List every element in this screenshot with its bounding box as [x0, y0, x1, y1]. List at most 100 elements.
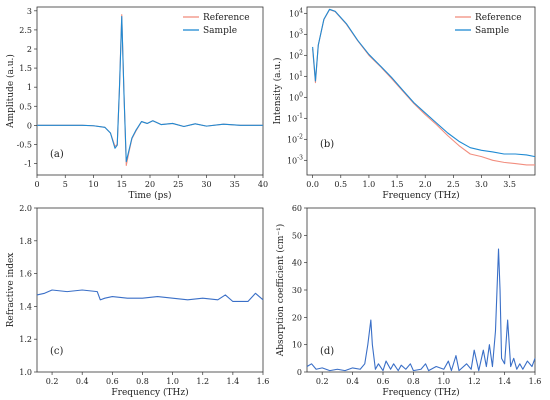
y-tick-label: 10-1: [287, 112, 303, 123]
x-tick-label: 2.0: [419, 180, 432, 189]
y-tick-label: 103: [289, 28, 303, 39]
y-tick-label: 102: [289, 49, 303, 60]
x-tick-label: 1.0: [363, 180, 376, 189]
y-tick-exp: 4: [299, 7, 303, 14]
y-tick-label: 30: [292, 286, 302, 295]
series-line-sample: [312, 8, 536, 158]
panel-d: 0.2 0.4 0.6 0.8 1.0 1.2 1.4 1.6 0 10 20 30 40 50 60 Fre…: [275, 204, 541, 398]
y-tick-label: 3: [27, 7, 32, 16]
panel-b: 0.0 0.5 1.0 1.5 2.0 2.5 3.0 3.510-310-210-11001…: [272, 6, 536, 201]
y-tick-base: 10: [289, 51, 299, 60]
series-line-0: [36, 289, 264, 303]
y-tick-exp: 2: [299, 49, 303, 56]
y-tick-base: 10: [289, 9, 299, 18]
y-tick-label: 1.8: [19, 237, 32, 246]
x-tick-label: 10: [88, 180, 98, 189]
y-tick-label: 2.5: [19, 26, 32, 35]
x-tick-label: 1.6: [529, 377, 542, 386]
y-tick-label: 1.2: [19, 335, 32, 344]
plot-frame: [306, 6, 536, 176]
y-tick-label: 10-2: [287, 133, 303, 144]
y-tick-label: 0: [27, 121, 32, 130]
x-axis-label: Time (ps): [128, 190, 171, 201]
panel-label: (a): [50, 149, 64, 160]
series-line-0: [306, 248, 536, 372]
legend-entry: Reference: [475, 13, 522, 23]
x-axis-label: Frequency (THz): [382, 387, 459, 398]
x-tick-label: 0.8: [136, 377, 149, 386]
x-tick-label: 0.6: [106, 377, 119, 386]
x-tick-label: 0.2: [316, 377, 329, 386]
legend-entry: Sample: [203, 26, 237, 36]
y-tick-label: -1: [24, 160, 32, 169]
y-tick-label: 100: [289, 91, 303, 102]
series-line-sample: [37, 15, 263, 163]
plot-frame: [36, 207, 264, 373]
x-tick-label: 1.6: [257, 377, 270, 386]
y-tick-label: 10: [292, 341, 302, 350]
y-tick-label: 1.0: [19, 368, 32, 377]
y-tick-label: 10-3: [287, 154, 303, 165]
y-tick-exp: -1: [297, 112, 303, 119]
panel-c: 0.2 0.4 0.6 0.8 1.0 1.2 1.4 1.6 1.0 1.2 1.4 1.6 1.8 2…: [6, 204, 269, 398]
y-tick-label: 1.6: [19, 270, 32, 279]
y-tick-exp: 3: [299, 28, 303, 35]
x-tick-label: 20: [145, 180, 155, 189]
y-axis-label: Absorption coefficient (cm⁻¹): [275, 224, 286, 357]
legend-entry: Sample: [475, 26, 509, 36]
x-tick-label: 35: [230, 180, 240, 189]
y-tick-exp: 1: [299, 70, 303, 77]
x-tick-label: 5: [63, 180, 68, 189]
y-tick-label: 2.0: [19, 204, 32, 213]
y-tick-label: -0.5: [17, 140, 32, 149]
y-axis-label: Amplitude (a.u.): [5, 54, 16, 129]
x-tick-label: 40: [258, 180, 268, 189]
y-tick-exp: 0: [299, 91, 303, 98]
panel-a: 0 5 10 15 20 25 30 35 40 -1 -0.5 0 0.5 1 1.5 2 2.5 3 Time …: [5, 6, 268, 201]
x-tick-label: 1.2: [196, 377, 209, 386]
x-tick-label: 15: [117, 180, 127, 189]
y-tick-label: 50: [292, 231, 302, 240]
x-tick-label: 2.5: [447, 180, 460, 189]
y-tick-label: 104: [289, 7, 303, 18]
legend-entry: Reference: [203, 13, 250, 23]
x-tick-label: 30: [201, 180, 211, 189]
y-tick-label: 1.4: [19, 302, 32, 311]
y-tick-label: 0: [297, 368, 302, 377]
y-tick-label: 20: [292, 313, 302, 322]
x-tick-label: 1.2: [468, 377, 481, 386]
y-tick-exp: -2: [297, 133, 303, 140]
panel-label: (c): [50, 346, 64, 357]
y-tick-label: 60: [292, 204, 302, 213]
x-axis-label: Frequency (THz): [111, 387, 188, 398]
y-axis-label: Intensity (a.u.): [272, 57, 283, 124]
y-tick-base: 10: [287, 135, 297, 144]
x-tick-label: 0.4: [346, 377, 359, 386]
y-tick-base: 10: [287, 114, 297, 123]
x-tick-label: 25: [173, 180, 183, 189]
panel-label: (d): [320, 346, 334, 357]
x-tick-label: 0.6: [377, 377, 390, 386]
y-tick-base: 10: [289, 72, 299, 81]
x-tick-label: 1.4: [226, 377, 239, 386]
x-tick-label: 3.0: [475, 180, 488, 189]
y-tick-label: 101: [289, 70, 303, 81]
x-tick-label: 0.2: [46, 377, 59, 386]
x-tick-label: 0.0: [306, 180, 319, 189]
y-tick-label: 2: [27, 45, 32, 54]
y-tick-exp: -3: [297, 154, 303, 161]
y-tick-base: 10: [287, 156, 297, 165]
panel-label: (b): [320, 139, 334, 150]
x-tick-label: 1.5: [391, 180, 404, 189]
y-tick-base: 10: [289, 30, 299, 39]
y-tick-label: 40: [292, 259, 302, 268]
y-tick-base: 10: [289, 93, 299, 102]
x-axis-label: Frequency (THz): [382, 190, 459, 201]
x-tick-label: 1.4: [498, 377, 511, 386]
x-tick-label: 0.5: [334, 180, 347, 189]
x-tick-label: 1.0: [437, 377, 450, 386]
y-axis-label: Refractive index: [6, 253, 16, 328]
x-tick-label: 0.4: [76, 377, 89, 386]
y-tick-label: 1.5: [19, 64, 32, 73]
